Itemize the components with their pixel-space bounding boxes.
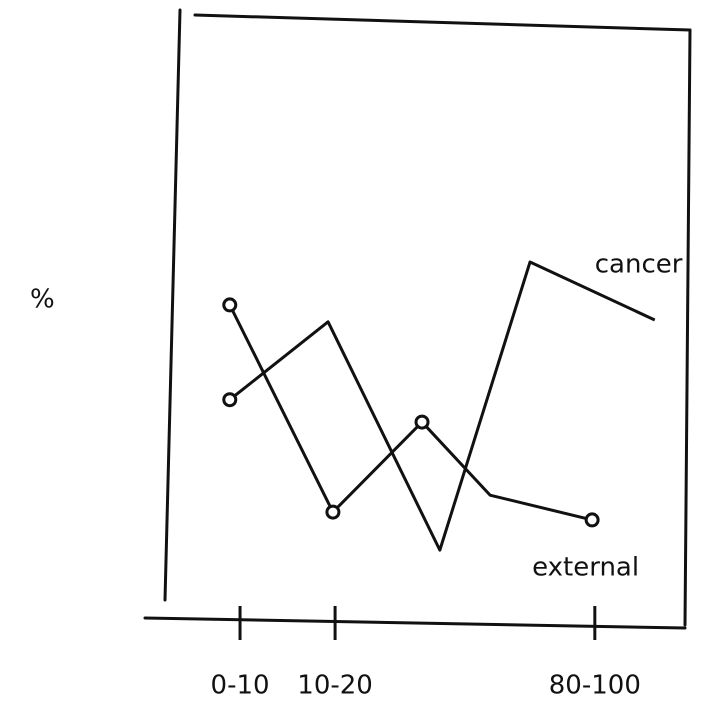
frame-right — [685, 30, 690, 625]
data-point — [416, 416, 428, 428]
x-axis — [145, 618, 685, 628]
series-line — [230, 262, 655, 550]
data-point — [586, 514, 598, 526]
series-line — [230, 305, 592, 520]
x-tick-label: 0-10 — [211, 671, 270, 701]
data-point — [327, 506, 339, 518]
x-tick-label: 80-100 — [549, 671, 641, 701]
data-point — [224, 299, 236, 311]
data-point — [224, 394, 236, 406]
frame-left — [165, 10, 180, 600]
y-axis-label: % — [30, 285, 55, 315]
series-label: cancer — [595, 250, 683, 280]
frame-top — [195, 15, 690, 30]
chart: % 0-10 10-20 80-100 cancer external — [0, 0, 709, 719]
x-tick-label: 10-20 — [297, 671, 373, 701]
series-label: external — [532, 552, 639, 582]
